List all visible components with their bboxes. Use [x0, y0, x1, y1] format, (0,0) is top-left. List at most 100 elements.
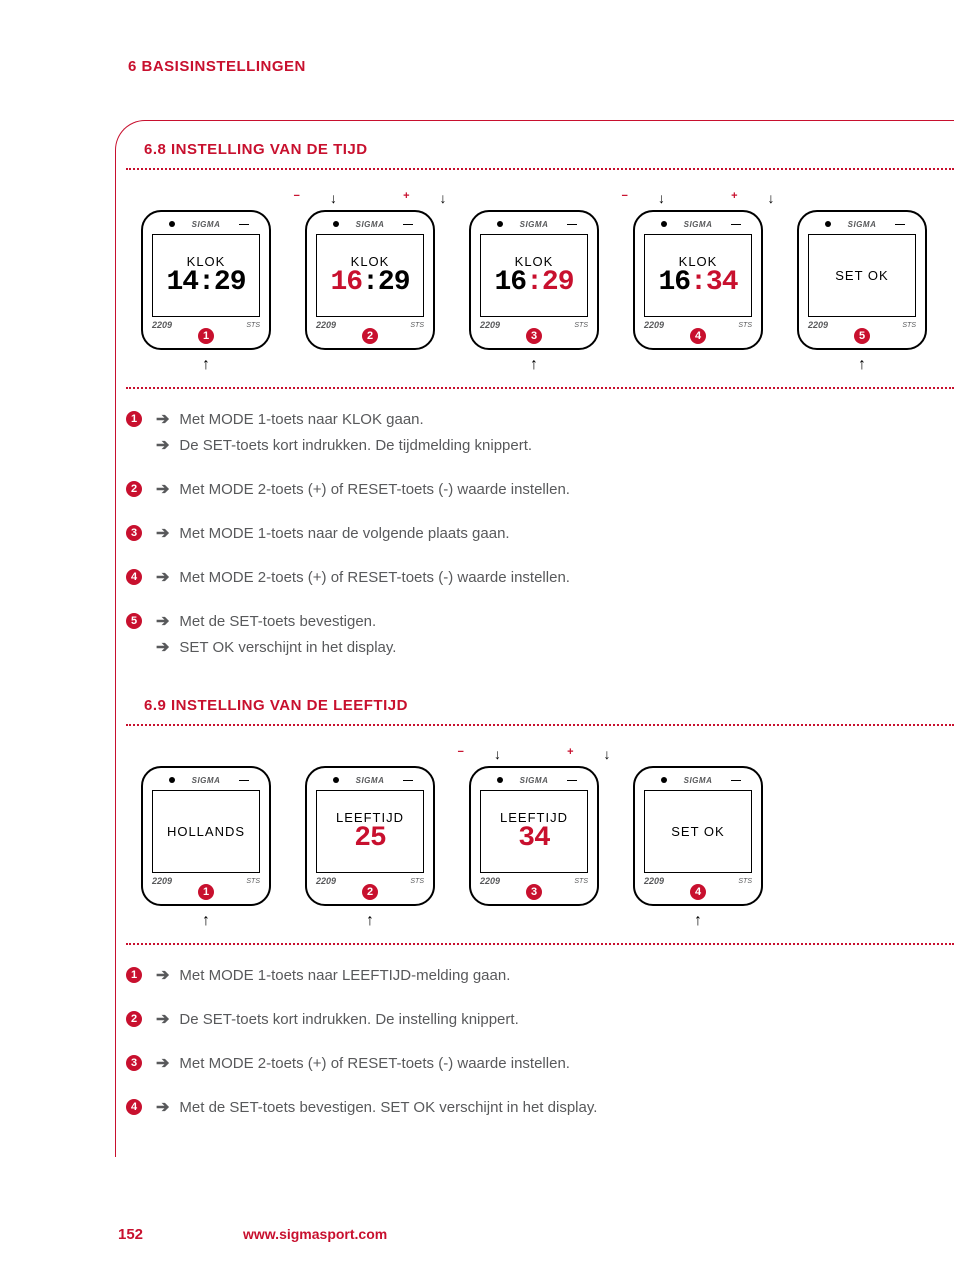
device: SIGMASET OK2209STS4: [633, 766, 763, 906]
screen-value: 16:29: [494, 269, 573, 297]
device-screen: KLOK16:29: [480, 234, 588, 317]
step: 1➔Met MODE 1-toets naar KLOK gaan.➔De SE…: [126, 409, 954, 455]
step-lines: ➔ De SET-toets kort indrukken. De instell…: [156, 1009, 519, 1029]
device: SIGMAKLOK16:342209STS4: [633, 210, 763, 350]
brand-dot-icon: [333, 777, 339, 783]
value-segment: 16: [330, 267, 362, 298]
step-badge: 5: [126, 613, 142, 629]
device: SIGMALEEFTIJD252209STS2: [305, 766, 435, 906]
number-badge: 3: [526, 884, 542, 900]
badge-row: 2: [315, 884, 425, 900]
arrow-right-icon: ➔: [156, 965, 169, 985]
steps-68: 1➔Met MODE 1-toets naar KLOK gaan.➔De SE…: [126, 409, 954, 657]
arrow-right-icon: ➔: [156, 1009, 169, 1029]
minus-indicator: −: [294, 190, 300, 208]
device-wrap: SIGMAHOLLANDS2209STS1↑: [136, 746, 276, 928]
top-indicators: [464, 190, 604, 208]
step-badge: 3: [126, 525, 142, 541]
arrow-up-icon: ↑: [858, 356, 866, 372]
step-lines: ➔ Met MODE 1-toets naar LEEFTIJD-melding …: [156, 965, 510, 985]
arrow-right-icon: ➔: [156, 611, 169, 631]
value-segment: 29: [542, 267, 574, 298]
brand-label: SIGMA: [356, 776, 385, 785]
divider: [126, 168, 954, 170]
step: 5➔Met de SET-toets bevestigen.➔SET OK ve…: [126, 611, 954, 657]
step-lines: ➔Met MODE 1-toets naar KLOK gaan.➔De SET…: [156, 409, 532, 455]
brand-label: SIGMA: [520, 776, 549, 785]
content-box: 6.8 INSTELLING VAN DE TIJD SIGMAKLOK14:2…: [115, 120, 954, 1157]
device-top: SIGMA: [315, 218, 425, 230]
value-segment: 16: [494, 267, 526, 298]
screen-value: 14:29: [166, 269, 245, 297]
brand-dot-icon: [661, 777, 667, 783]
top-indicators: −↓ +↓: [300, 190, 440, 208]
device-top: SIGMA: [151, 218, 261, 230]
value-segment: 25: [354, 823, 386, 854]
step-text: Met MODE 2-toets (+) of RESET-toets (-) …: [179, 481, 570, 498]
step-line: ➔ Met MODE 1-toets naar LEEFTIJD-melding …: [156, 965, 510, 985]
number-badge: 3: [526, 328, 542, 344]
number-badge: 4: [690, 328, 706, 344]
device-screen: KLOK14:29: [152, 234, 260, 317]
brand-line-icon: [731, 780, 741, 781]
step-lines: ➔Met MODE 2-toets (+) of RESET-toets (-)…: [156, 1053, 570, 1073]
arrow-down-icon: ↓: [658, 190, 665, 208]
value-segment: 29: [378, 267, 410, 298]
arrow-down-icon: ↓: [604, 746, 611, 764]
plus-indicator: +: [567, 746, 573, 764]
divider: [126, 943, 954, 945]
divider: [126, 724, 954, 726]
brand-label: SIGMA: [684, 776, 713, 785]
device: SIGMASET OK2209STS5: [797, 210, 927, 350]
brand-line-icon: [895, 224, 905, 225]
steps-69: 1 ➔ Met MODE 1-toets naar LEEFTIJD-melding…: [126, 965, 954, 1117]
step-lines: ➔Met MODE 2-toets (+) of RESET-toets (-)…: [156, 479, 570, 499]
arrow-up-icon: ↑: [202, 356, 210, 372]
arrow-right-icon: ➔: [156, 1053, 169, 1073]
screen-value: 16:34: [658, 269, 737, 297]
step-text: De SET-toets kort indrukken. De instelli…: [179, 1011, 518, 1028]
brand-dot-icon: [169, 221, 175, 227]
screen-label: SET OK: [835, 268, 888, 283]
step-text: SET OK verschijnt in het display.: [179, 639, 396, 656]
step-text: Met de SET-toets bevestigen. SET OK vers…: [179, 1099, 597, 1116]
step-badge: 2: [126, 1011, 142, 1027]
brand-dot-icon: [497, 777, 503, 783]
badge-row: 5: [807, 328, 917, 344]
step: 2 ➔ De SET-toets kort indrukken. De instel…: [126, 1009, 954, 1029]
step: 3 ➔Met MODE 2-toets (+) of RESET-toets (-…: [126, 1053, 954, 1073]
badge-row: 4: [643, 884, 753, 900]
step-text: Met MODE 1-toets naar de volgende plaats…: [179, 525, 509, 542]
step: 4➔Met de SET-toets bevestigen. SET OK ve…: [126, 1097, 954, 1117]
device-wrap: −↓ +↓SIGMALEEFTIJD342209STS3: [464, 746, 604, 928]
brand-label: SIGMA: [356, 220, 385, 229]
step-text: Met MODE 1-toets naar LEEFTIJD-melding g…: [179, 967, 510, 984]
device: SIGMAKLOK16:292209STS3: [469, 210, 599, 350]
arrow-up-icon: ↑: [366, 912, 374, 928]
step-line: ➔Met MODE 2-toets (+) of RESET-toets (-)…: [156, 479, 570, 499]
arrow-right-icon: ➔: [156, 567, 169, 587]
step-badge: 1: [126, 967, 142, 983]
footer-url: www.sigmasport.com: [243, 1226, 387, 1242]
value-segment: :: [362, 267, 378, 298]
value-segment: 16: [658, 267, 690, 298]
devices-row-69: SIGMAHOLLANDS2209STS1↑SIGMALEEFTIJD25220…: [136, 746, 954, 928]
device: SIGMAKLOK16:292209STS2: [305, 210, 435, 350]
step-line: ➔Met MODE 2-toets (+) of RESET-toets (-)…: [156, 1053, 570, 1073]
brand-line-icon: [567, 780, 577, 781]
arrow-right-icon: ➔: [156, 435, 169, 455]
screen-value: 16:29: [330, 269, 409, 297]
device-top: SIGMA: [643, 774, 753, 786]
badge-row: 3: [479, 328, 589, 344]
value-segment: 34: [706, 267, 738, 298]
brand-dot-icon: [169, 777, 175, 783]
step-line: ➔De SET-toets kort indrukken. De tijdmel…: [156, 435, 532, 455]
number-badge: 1: [198, 328, 214, 344]
step: 3➔Met MODE 1-toets naar de volgende plaa…: [126, 523, 954, 543]
step-badge: 3: [126, 1055, 142, 1071]
step-text: Met de SET-toets bevestigen.: [179, 613, 376, 630]
badge-row: 2: [315, 328, 425, 344]
device-screen: SET OK: [808, 234, 916, 317]
step-line: ➔Met MODE 2-toets (+) of RESET-toets (-)…: [156, 567, 570, 587]
step-line: ➔ De SET-toets kort indrukken. De instell…: [156, 1009, 519, 1029]
